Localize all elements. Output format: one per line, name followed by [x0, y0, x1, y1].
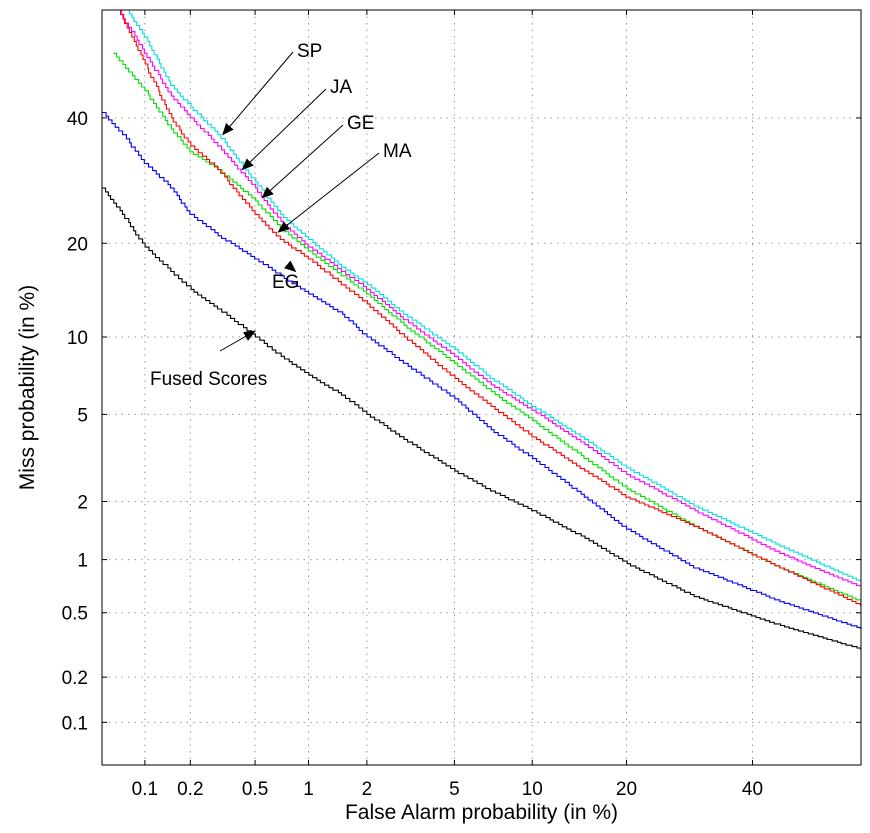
x-tick-label: 5 — [449, 779, 460, 800]
annotations: SP JA GE MA EG Fused Scores — [150, 41, 412, 390]
x-tick-label: 2 — [362, 779, 373, 800]
annotation-label-sp: SP — [297, 41, 322, 62]
series-line-ma — [118, 10, 861, 606]
y-tick-label: 10 — [67, 328, 88, 349]
y-tick-label: 1 — [77, 551, 88, 572]
x-tick-label: 10 — [522, 779, 543, 800]
series-line-ge — [113, 52, 861, 602]
annotation-label-fused-scores: Fused Scores — [150, 369, 267, 390]
y-axis-label: Miss probability (in %) — [16, 285, 39, 490]
y-tick-label: 0.2 — [62, 668, 88, 689]
annotation-arrow-ge — [261, 124, 344, 199]
ticks: 0.1 0.2 0.5 1 2 5 10 20 40 0.1 0.2 0.5 1 2 5 10 20 40 — [62, 10, 861, 800]
annotation-arrow-sp — [222, 51, 294, 136]
annotation-arrow-ma — [277, 152, 380, 233]
series-layer — [102, 10, 861, 650]
series-line-eg — [102, 111, 861, 629]
annotation-label-ge: GE — [347, 113, 374, 134]
annotation-label-eg: EG — [272, 272, 299, 293]
annotation-arrow-eg — [283, 260, 297, 273]
plot-frame — [101, 9, 862, 766]
annotation-label-ja: JA — [330, 77, 353, 98]
annotation-arrow-fused-scores — [219, 330, 256, 352]
annotation-arrow-ja — [241, 88, 327, 171]
series-line-sp — [126, 10, 861, 583]
annotation-label-ma: MA — [383, 141, 412, 162]
x-tick-label: 0.2 — [177, 779, 203, 800]
y-tick-label: 40 — [67, 109, 88, 130]
x-tick-label: 0.5 — [242, 779, 268, 800]
y-tick-label: 5 — [77, 405, 88, 426]
x-tick-label: 0.1 — [132, 779, 158, 800]
x-axis-label: False Alarm probability (in %) — [345, 801, 618, 824]
grid — [102, 10, 861, 765]
x-tick-label: 40 — [742, 779, 763, 800]
x-tick-label: 20 — [616, 779, 637, 800]
x-tick-label: 1 — [303, 779, 314, 800]
y-tick-label: 20 — [67, 234, 88, 255]
y-tick-label: 0.1 — [62, 713, 88, 734]
y-tick-label: 0.5 — [62, 604, 88, 625]
y-tick-label: 2 — [77, 493, 88, 514]
series-line-fused-scores — [102, 187, 861, 650]
series-line-ja — [118, 10, 861, 587]
